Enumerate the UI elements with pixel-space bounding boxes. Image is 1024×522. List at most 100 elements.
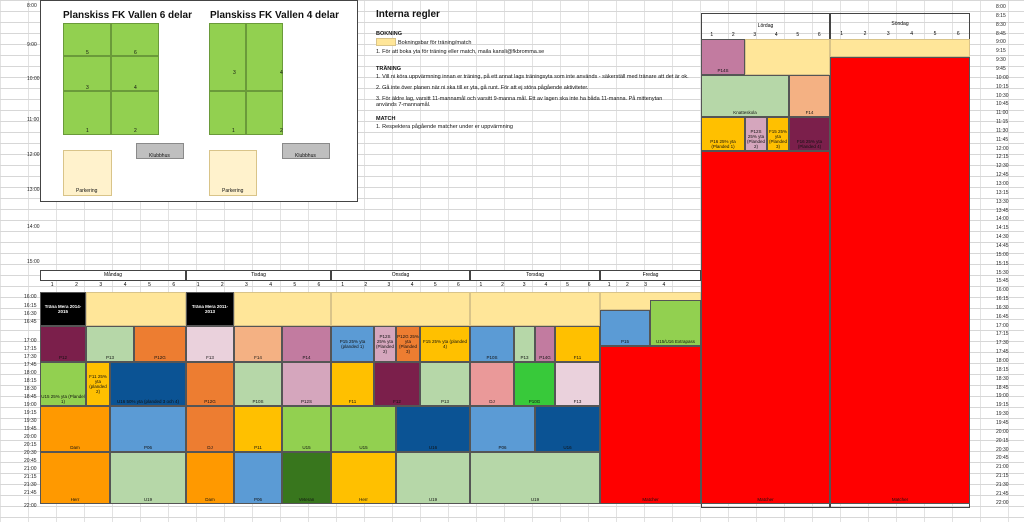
time-label: 14:30 [996,234,1009,241]
time-label: 17:00 [24,338,37,344]
field-number: 2 [220,282,224,288]
booking-block[interactable]: Matcher [701,151,830,504]
booking-block[interactable]: Herr [40,452,110,504]
booking-block[interactable]: Matcher [600,346,701,504]
time-label: 9:00 [27,42,37,48]
booking-block[interactable]: DJ [186,406,234,452]
time-label: 20:00 [24,434,37,440]
booking-block[interactable]: F16 25% yta (Planded 4) [789,117,830,151]
booking-block[interactable]: P15 [600,310,650,346]
time-label: 20:15 [996,437,1009,444]
booking-block[interactable]: P12G 25% yta (Planded 3) [396,326,420,362]
booking-block[interactable]: P12G [186,362,234,406]
booking-block[interactable]: P13 [86,326,134,362]
time-label: 11:00 [27,117,40,123]
time-label: 18:30 [24,386,37,392]
booking-block[interactable]: Dam [40,406,110,452]
booking-block[interactable]: P11 [234,406,282,452]
booking-block[interactable]: P12G [134,326,186,362]
booking-block[interactable]: U16 [535,406,600,452]
time-label: 18:45 [24,394,37,400]
match-heading: MATCH [376,116,396,122]
field-number: 1 [341,282,344,288]
plan-panel-6: Planskiss FK Vallen 6 delar 5 6 3 4 1 2 … [40,0,358,202]
time-label: 13:15 [996,189,1009,196]
booking-block[interactable]: U19 [110,452,186,504]
booking-block[interactable]: P14 [282,326,331,362]
booking-block[interactable]: U16 50% yta (planded 3 och 4) [110,362,186,406]
booking-block[interactable]: P12 [40,326,86,362]
field-number: 2 [75,282,78,288]
time-label: 16:30 [24,311,37,317]
time-label: 19:45 [24,426,37,432]
time-label: 13:00 [27,187,40,193]
booking-block[interactable]: P13 [514,326,535,362]
time-label: 18:15 [24,378,37,384]
booking-block[interactable]: P06 [234,452,282,504]
booking-block[interactable]: Knatteskola [701,75,789,117]
training-rule-1: 1. Vill ni köra uppvärmning innan er trä… [376,74,689,80]
booking-block[interactable]: F11 25% yta (planded 2) [86,362,110,406]
booking-block[interactable]: F11 [555,326,600,362]
time-label: 11:45 [996,136,1009,143]
booking-block[interactable]: F14 [234,326,282,362]
booking-block[interactable]: P06 [110,406,186,452]
booking-block[interactable]: F15 25% yta (Planded 3) [767,117,789,151]
booking-block[interactable]: Träna Mera 2011-2013 [186,292,234,326]
booking-block[interactable]: P14G [535,326,555,362]
field-number: 6 [817,32,821,38]
field-number: 1 [196,282,200,288]
booking-block[interactable]: P06 [470,406,535,452]
booking-block[interactable]: U15 25% yta (Plandel 1) [40,362,86,406]
time-label: 19:15 [24,410,37,416]
booking-block[interactable]: DJ [470,362,514,406]
booking-block[interactable]: F14 [789,75,830,117]
time-label: 18:45 [996,384,1009,391]
booking-block[interactable]: P10S [234,362,282,406]
booking-block[interactable]: F13 [555,362,600,406]
booking-block[interactable]: F12 [374,362,420,406]
booking-block[interactable]: U15 [282,406,331,452]
booking-block[interactable]: Veteran [282,452,331,504]
time-label: 17:30 [996,340,1009,347]
booking-block[interactable]: U19 [470,452,600,504]
booking-block[interactable]: Dam [186,452,234,504]
field-number: 3 [387,282,391,288]
booking-block[interactable]: U15/U16 Extrapass [650,300,701,346]
field-5: 5 [63,23,111,56]
booking-block[interactable]: P12S 25% yta (Planded 2) [745,117,767,151]
clubhouse: Klubbhus [136,143,184,159]
time-label: 18:00 [996,358,1009,364]
field-number: 3 [245,282,248,288]
time-label: 12:00 [996,145,1009,152]
booking-block[interactable]: Matcher [830,57,970,504]
day-header-tuesday: Tisdag [186,270,331,281]
time-label: 8:45 [996,30,1006,37]
booking-block[interactable]: F13 [186,326,234,362]
booking-block[interactable]: P16 25% yta (Planded 1) [701,117,745,151]
booking-block[interactable]: P15 25% yta (planded 1) [331,326,374,362]
time-label: 16:45 [996,313,1009,320]
booking-block[interactable]: P14S [701,39,745,75]
booking-rule-1: 1. För att boka yta för träning eller ma… [376,49,545,55]
booking-block[interactable]: U16 [396,406,470,452]
time-label: 19:30 [996,411,1009,418]
bookable-strip-saturday [745,39,830,75]
field-3: 3 [63,56,111,91]
booking-block[interactable]: P10G [514,362,555,406]
time-label: 14:00 [996,216,1009,223]
booking-block[interactable]: P13 [420,362,470,406]
booking-block[interactable]: Träna Mera 2014-2015 [40,292,86,326]
booking-block[interactable]: P10S [470,326,514,362]
training-rule-3b: används 7-mannamål. [376,102,431,108]
time-label: 15:45 [996,278,1009,285]
time-label: 11:30 [996,127,1009,134]
time-label: 22:00 [24,503,37,509]
booking-block[interactable]: P12S 25% yta (Planded 2) [374,326,396,362]
booking-block[interactable]: P12S [282,362,331,406]
booking-block[interactable]: U19 [396,452,470,504]
booking-block[interactable]: F15 25% yta (planded 4) [420,326,470,362]
booking-block[interactable]: U15 [331,406,396,452]
booking-block[interactable]: Herr [331,452,396,504]
booking-block[interactable]: F11 [331,362,374,406]
